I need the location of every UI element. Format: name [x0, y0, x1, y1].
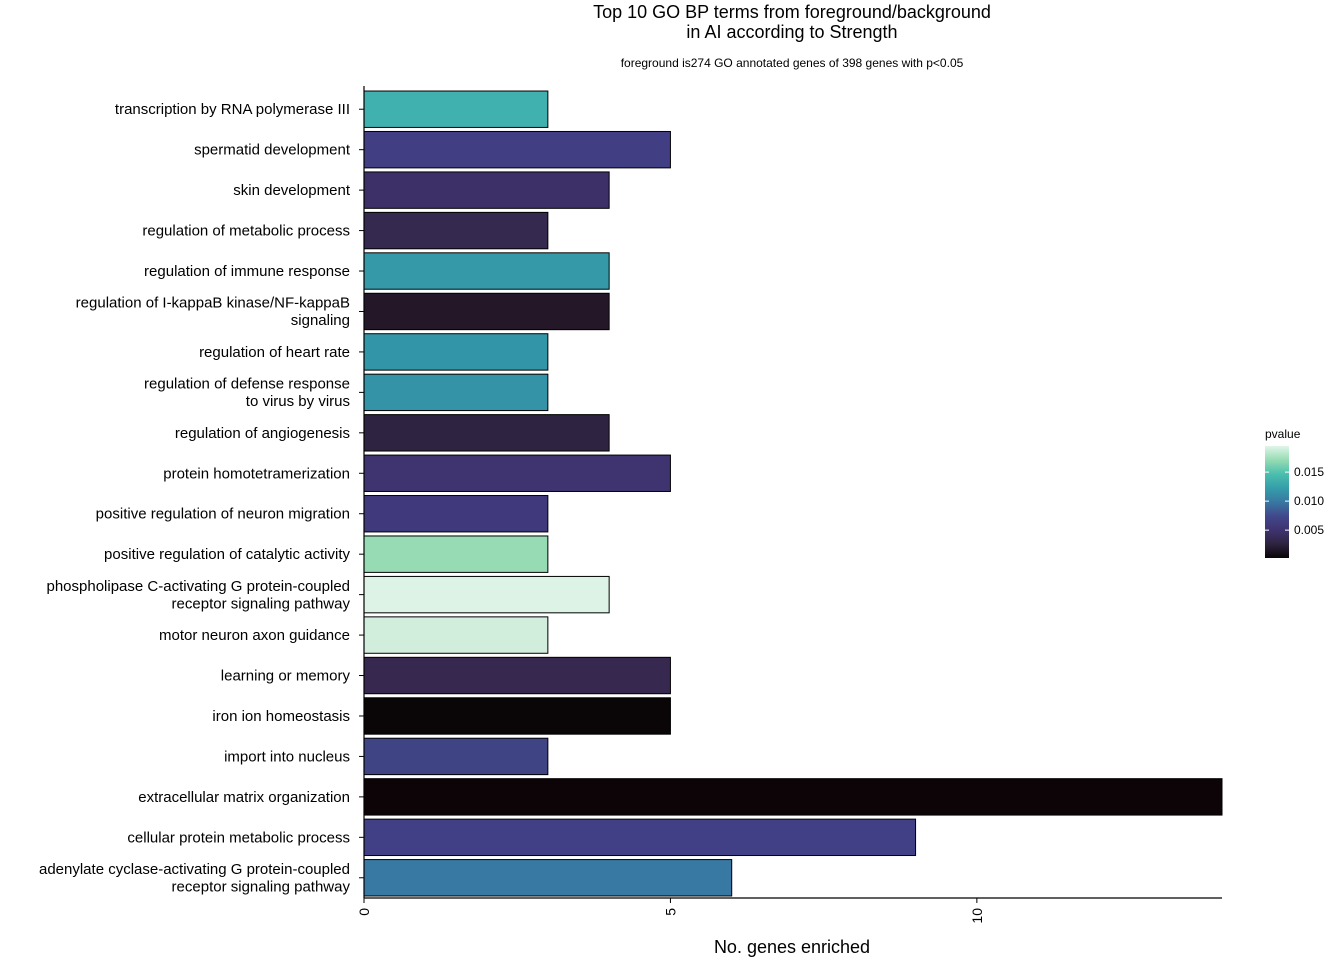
- y-label-5-line-0: regulation of I-kappaB kinase/NF-kappaB: [76, 295, 350, 312]
- bar-3: [363, 211, 549, 250]
- x-tick-label-1: 5: [662, 908, 678, 916]
- y-label-6: regulation of heart rate: [199, 344, 350, 361]
- bar-6: [363, 333, 549, 371]
- bar-13: [363, 616, 549, 654]
- bar-0: [363, 90, 549, 128]
- legend-tick-label-2: 0.015: [1294, 465, 1324, 479]
- legend-title: pvalue: [1265, 427, 1301, 441]
- y-label-14: learning or memory: [221, 668, 351, 685]
- y-label-19-line-1: receptor signaling pathway: [172, 879, 351, 896]
- y-label-5-line-1: signaling: [291, 312, 350, 329]
- y-label-8: regulation of angiogenesis: [175, 425, 350, 442]
- bar-11: [363, 535, 549, 573]
- y-label-12-line-0: phospholipase C-activating G protein-cou…: [46, 578, 350, 595]
- bars: [363, 90, 1223, 897]
- bar-16: [363, 737, 549, 776]
- bar-12: [363, 575, 610, 614]
- y-label-18: cellular protein metabolic process: [127, 829, 350, 846]
- bar-8: [363, 414, 610, 452]
- x-axis-title: No. genes enriched: [714, 937, 870, 957]
- x-axis-ticks: 0 5 10: [356, 898, 985, 924]
- bar-7: [363, 373, 549, 412]
- y-axis-labels: transcription by RNA polymerase III sperm…: [39, 101, 364, 896]
- x-tick-label-0: 0: [356, 908, 372, 916]
- bar-4: [363, 252, 610, 290]
- y-label-1: spermatid development: [194, 142, 351, 159]
- bar-18: [363, 818, 917, 857]
- y-label-13: motor neuron axon guidance: [159, 627, 350, 644]
- bar-10: [363, 495, 549, 533]
- y-label-17: extracellular matrix organization: [138, 789, 350, 806]
- x-tick-label-2: 10: [969, 908, 985, 924]
- bar-15: [363, 697, 671, 735]
- chart-title-line-2: in AI according to Strength: [686, 22, 897, 42]
- y-label-2: skin development: [233, 182, 351, 199]
- bar-2: [363, 171, 610, 209]
- bar-9: [363, 454, 671, 492]
- bar-1: [363, 130, 671, 169]
- y-label-7-line-1: to virus by virus: [246, 393, 350, 410]
- bar-17: [363, 778, 1223, 816]
- y-label-12-line-1: receptor signaling pathway: [172, 595, 351, 612]
- y-label-3: regulation of metabolic process: [142, 223, 350, 240]
- legend: pvalue 0.005 0.010 0.015: [1265, 427, 1324, 558]
- y-label-0: transcription by RNA polymerase III: [115, 101, 350, 118]
- y-label-9: protein homotetramerization: [163, 465, 350, 482]
- bar-19: [363, 859, 733, 897]
- legend-tick-label-1: 0.010: [1294, 494, 1324, 508]
- bar-14: [363, 656, 671, 695]
- chart-subtitle: foreground is274 GO annotated genes of 3…: [621, 56, 964, 70]
- y-label-15: iron ion homeostasis: [212, 708, 350, 725]
- y-label-19-line-0: adenylate cyclase-activating G protein-c…: [39, 861, 350, 878]
- legend-colorbar: [1265, 446, 1289, 558]
- y-label-7-line-0: regulation of defense response: [144, 376, 350, 393]
- legend-tick-label-0: 0.005: [1294, 523, 1324, 537]
- chart-title-line-1: Top 10 GO BP terms from foreground/backg…: [593, 2, 991, 22]
- bar-5: [363, 292, 610, 331]
- y-label-16: import into nucleus: [224, 748, 350, 765]
- y-label-11: positive regulation of catalytic activit…: [104, 546, 350, 563]
- legend-ticks: 0.005 0.010 0.015: [1265, 465, 1324, 537]
- y-label-4: regulation of immune response: [144, 263, 350, 280]
- y-label-10: positive regulation of neuron migration: [96, 506, 350, 523]
